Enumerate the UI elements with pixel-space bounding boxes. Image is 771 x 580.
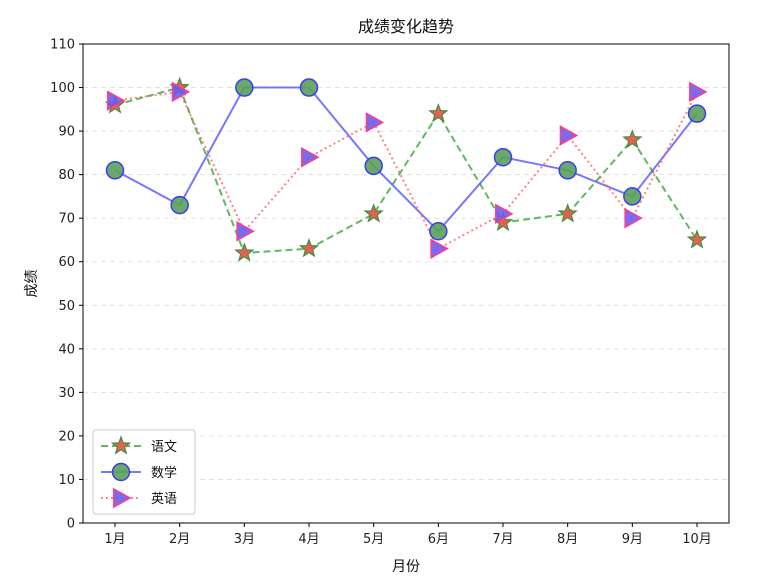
series-markers xyxy=(104,76,708,262)
x-axis-label: 月份 xyxy=(392,559,420,575)
data-point-series-1 xyxy=(298,237,320,258)
legend-label-2: 数学 xyxy=(151,465,177,481)
y-tick-label: 0 xyxy=(67,517,75,532)
y-tick-label: 100 xyxy=(50,81,75,96)
y-tick-label: 10 xyxy=(58,473,75,488)
data-point-series-2 xyxy=(170,195,189,215)
data-point-series-3 xyxy=(430,238,449,259)
data-point-series-2 xyxy=(558,161,577,180)
x-tick-label: 3月 xyxy=(234,532,255,547)
data-point-series-3 xyxy=(624,207,643,229)
data-point-series-3 xyxy=(559,125,579,146)
data-point-series-3 xyxy=(171,81,191,103)
x-tick-label: 8月 xyxy=(557,532,578,547)
legend-marker-2 xyxy=(111,462,131,482)
data-point-series-1 xyxy=(428,103,449,123)
x-tick-label: 5月 xyxy=(363,532,384,547)
data-point-series-1 xyxy=(557,203,578,223)
data-point-series-3 xyxy=(495,203,514,225)
series-lines xyxy=(114,86,698,255)
chart-title: 成绩变化趋势 xyxy=(358,17,454,36)
data-point-series-1 xyxy=(363,203,384,223)
x-tick-label: 9月 xyxy=(622,532,643,547)
data-point-series-2 xyxy=(235,78,254,97)
x-tick-label: 6月 xyxy=(428,532,449,547)
y-tick-label: 30 xyxy=(58,386,75,401)
y-tick-label: 110 xyxy=(50,38,75,53)
legend-label-3: 英语 xyxy=(151,492,177,507)
y-tick-label: 60 xyxy=(58,255,75,270)
y-tick-label: 40 xyxy=(58,342,75,357)
data-point-series-3 xyxy=(689,81,708,103)
x-tick-label: 2月 xyxy=(169,532,190,547)
series-line-2 xyxy=(114,86,698,233)
data-point-series-3 xyxy=(107,90,126,111)
y-axis-label: 成绩 xyxy=(24,270,40,298)
data-point-series-2 xyxy=(623,187,642,206)
series-line-3 xyxy=(114,90,698,251)
y-tick-label: 90 xyxy=(58,125,75,140)
data-point-series-2 xyxy=(493,147,513,167)
data-point-series-3 xyxy=(236,220,255,242)
x-tick-label: 7月 xyxy=(492,532,513,547)
x-tick-label: 10月 xyxy=(682,532,712,547)
x-tick-label: 4月 xyxy=(298,532,319,547)
data-point-series-2 xyxy=(105,161,125,180)
data-point-series-3 xyxy=(301,146,320,168)
plot-frame xyxy=(82,43,730,524)
legend-label-1: 语文 xyxy=(151,440,177,455)
y-tick-label: 70 xyxy=(58,212,75,227)
data-point-series-2 xyxy=(687,104,707,123)
y-tick-label: 50 xyxy=(58,299,75,314)
legend-marker-3 xyxy=(113,487,132,509)
x-tick-label: 1月 xyxy=(104,532,125,547)
data-point-series-2 xyxy=(299,78,319,97)
data-point-series-3 xyxy=(365,112,385,133)
y-tick-label: 80 xyxy=(58,168,75,183)
legend-marker-1 xyxy=(110,435,132,455)
data-point-series-1 xyxy=(622,129,643,149)
data-point-series-1 xyxy=(234,242,255,262)
y-axis-ticks: 0 10 20 30 40 50 60 70 80 90 100 110 xyxy=(50,38,83,532)
data-point-series-1 xyxy=(686,229,708,249)
data-point-series-2 xyxy=(429,221,448,241)
y-tick-label: 20 xyxy=(58,429,75,444)
data-point-series-2 xyxy=(364,156,383,176)
x-axis-ticks: 1月 2月 3月 4月 5月 6月 7月 8月 9月 10月 xyxy=(104,523,712,547)
